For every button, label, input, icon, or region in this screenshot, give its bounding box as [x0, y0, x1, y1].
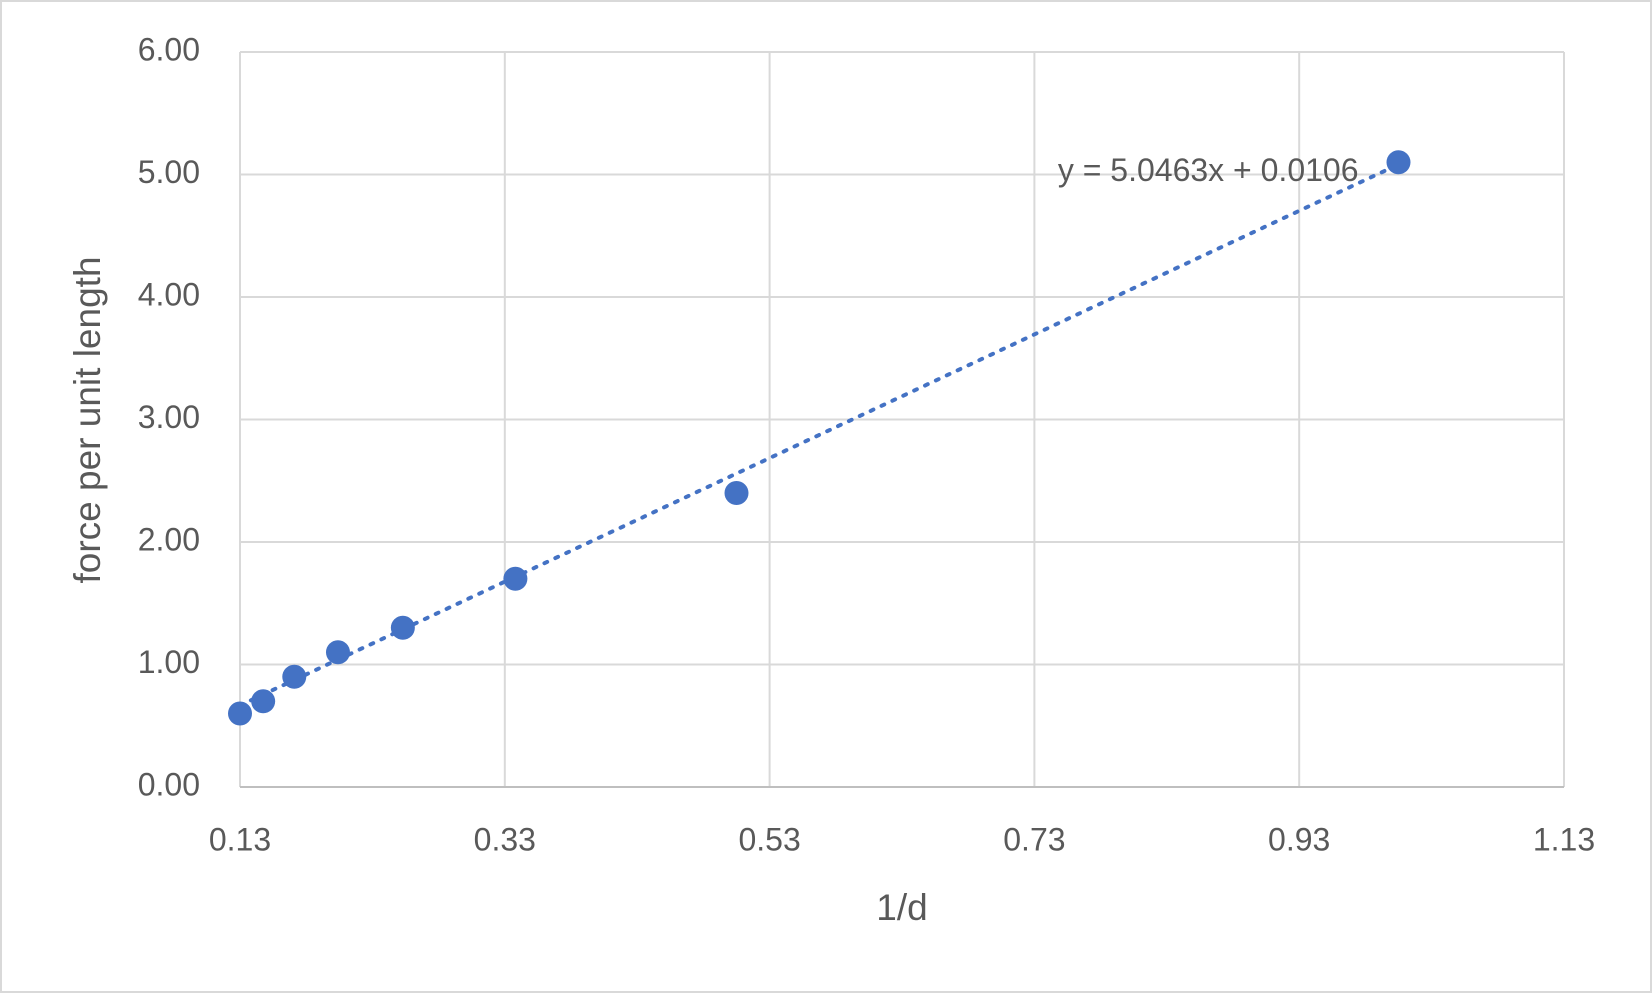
data-point: [251, 689, 276, 714]
x-tick-label: 0.73: [1003, 821, 1065, 857]
y-axis-title: force per unit length: [67, 256, 108, 583]
trendline: [238, 162, 1401, 708]
x-axis-title: 1/d: [876, 887, 927, 928]
data-point: [390, 615, 415, 640]
y-tick-label: 5.00: [138, 154, 200, 190]
y-tick-label: 0.00: [138, 766, 200, 802]
y-tick-label: 3.00: [138, 399, 200, 435]
x-tick-label: 0.33: [474, 821, 536, 857]
y-tick-label: 6.00: [138, 31, 200, 67]
data-point: [325, 640, 350, 665]
data-point: [503, 566, 528, 591]
x-tick-label: 0.93: [1268, 821, 1330, 857]
x-tick-label: 0.13: [209, 821, 271, 857]
x-tick-label: 1.13: [1533, 821, 1595, 857]
x-tick-label: 0.53: [738, 821, 800, 857]
y-tick-label: 2.00: [138, 521, 200, 557]
y-tick-label: 4.00: [138, 276, 200, 312]
data-point: [228, 701, 252, 726]
data-point: [724, 481, 749, 505]
data-point: [282, 664, 307, 689]
data-point: [1386, 150, 1411, 175]
trendline-label: y = 5.0463x + 0.0106: [1058, 152, 1359, 188]
y-tick-label: 1.00: [138, 644, 200, 680]
